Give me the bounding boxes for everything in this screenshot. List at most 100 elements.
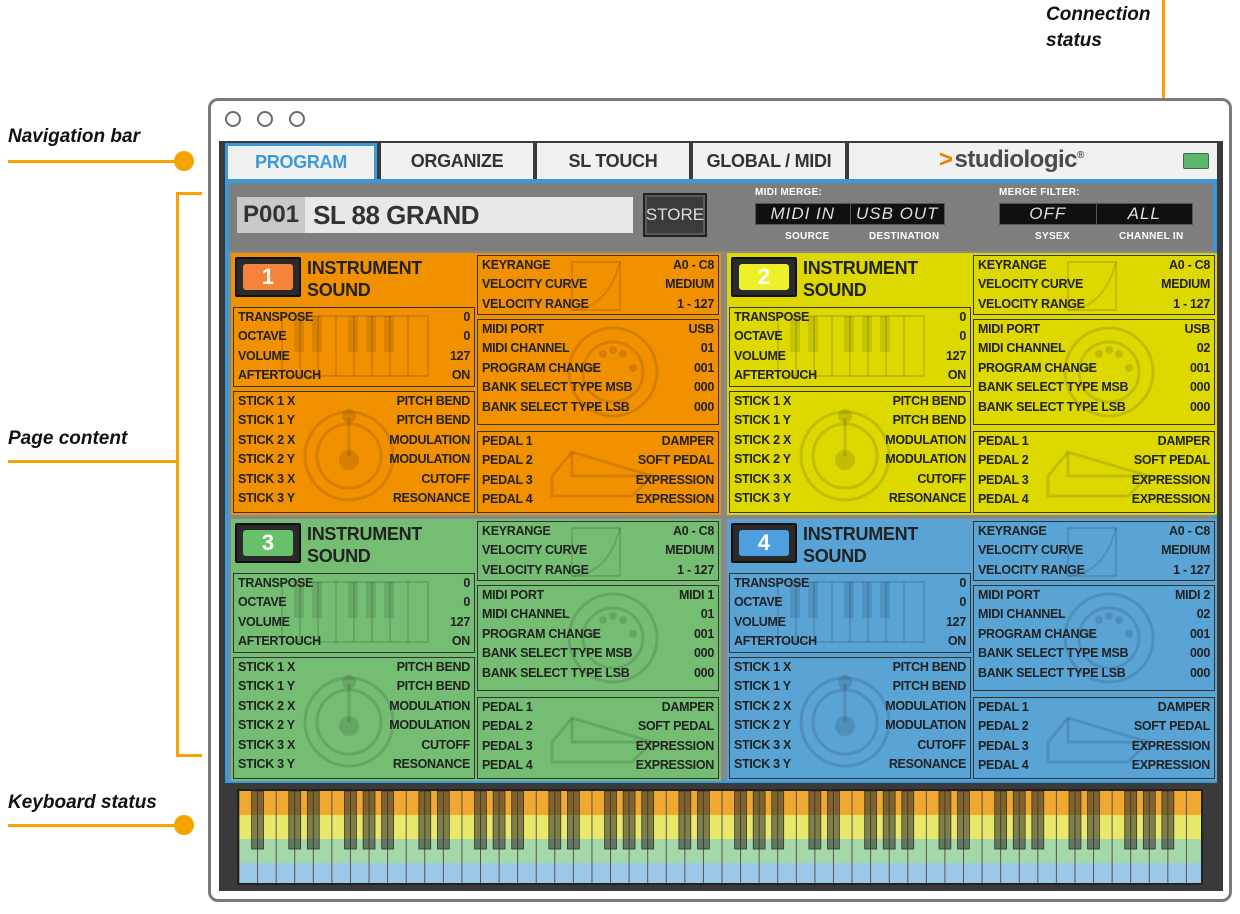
- param-row[interactable]: MIDI CHANNEL 02: [974, 339, 1214, 358]
- param-row[interactable]: STICK 1 X PITCH BEND: [730, 392, 970, 411]
- transpose-cell[interactable]: TRANSPOSE 0 OCTAVE 0 VOLUME 127 AFTERTOUCH O…: [729, 573, 971, 653]
- param-row[interactable]: STICK 2 Y MODULATION: [730, 716, 970, 735]
- param-row[interactable]: VOLUME 127: [730, 613, 970, 632]
- param-row[interactable]: PEDAL 1 DAMPER: [478, 432, 718, 451]
- param-row[interactable]: STICK 2 X MODULATION: [234, 697, 474, 716]
- param-row[interactable]: STICK 1 Y PITCH BEND: [234, 411, 474, 430]
- param-row[interactable]: MIDI PORT MIDI 1: [478, 586, 718, 605]
- param-row[interactable]: VELOCITY CURVE MEDIUM: [478, 275, 718, 294]
- param-row[interactable]: TRANSPOSE 0: [234, 308, 474, 327]
- param-row[interactable]: PROGRAM CHANGE 001: [974, 625, 1214, 644]
- tab-sl-touch[interactable]: SL TOUCH: [537, 143, 689, 179]
- pedals-cell[interactable]: PEDAL 1 DAMPER PEDAL 2 SOFT PEDAL PEDAL 3 E…: [477, 431, 719, 513]
- param-row[interactable]: STICK 2 Y MODULATION: [234, 450, 474, 469]
- param-row[interactable]: PEDAL 4 EXPRESSION: [478, 756, 718, 775]
- part-toggle-button[interactable]: 1: [235, 257, 301, 297]
- param-row[interactable]: STICK 2 X MODULATION: [730, 431, 970, 450]
- param-row[interactable]: STICK 1 X PITCH BEND: [730, 658, 970, 677]
- store-button[interactable]: STORE: [643, 193, 707, 237]
- param-row[interactable]: VOLUME 127: [730, 347, 970, 366]
- param-row[interactable]: KEYRANGE A0 - C8: [478, 256, 718, 275]
- param-row[interactable]: KEYRANGE A0 - C8: [974, 522, 1214, 541]
- param-row[interactable]: MIDI PORT MIDI 2: [974, 586, 1214, 605]
- param-row[interactable]: TRANSPOSE 0: [234, 574, 474, 593]
- sticks-cell[interactable]: STICK 1 X PITCH BEND STICK 1 Y PITCH BEND …: [233, 391, 475, 513]
- param-row[interactable]: PROGRAM CHANGE 001: [974, 359, 1214, 378]
- param-row[interactable]: PEDAL 4 EXPRESSION: [478, 490, 718, 509]
- transpose-cell[interactable]: TRANSPOSE 0 OCTAVE 0 VOLUME 127 AFTERTOUCH O…: [233, 573, 475, 653]
- merge-filter-display[interactable]: OFF ALL: [999, 203, 1193, 225]
- param-row[interactable]: OCTAVE 0: [234, 327, 474, 346]
- keyrange-cell[interactable]: KEYRANGE A0 - C8 VELOCITY CURVE MEDIUM VEL…: [477, 521, 719, 581]
- param-row[interactable]: STICK 3 Y RESONANCE: [234, 755, 474, 774]
- param-row[interactable]: BANK SELECT TYPE LSB 000: [478, 664, 718, 683]
- window-control-icon[interactable]: [225, 111, 241, 127]
- keyrange-cell[interactable]: KEYRANGE A0 - C8 VELOCITY CURVE MEDIUM VEL…: [973, 255, 1215, 315]
- param-row[interactable]: STICK 1 X PITCH BEND: [234, 658, 474, 677]
- sticks-cell[interactable]: STICK 1 X PITCH BEND STICK 1 Y PITCH BEND …: [233, 657, 475, 779]
- pedals-cell[interactable]: PEDAL 1 DAMPER PEDAL 2 SOFT PEDAL PEDAL 3 E…: [477, 697, 719, 779]
- param-row[interactable]: BANK SELECT TYPE MSB 000: [478, 644, 718, 663]
- param-row[interactable]: VELOCITY CURVE MEDIUM: [974, 275, 1214, 294]
- param-row[interactable]: PEDAL 2 SOFT PEDAL: [974, 717, 1214, 736]
- param-row[interactable]: PROGRAM CHANGE 001: [478, 625, 718, 644]
- sticks-cell[interactable]: STICK 1 X PITCH BEND STICK 1 Y PITCH BEND …: [729, 657, 971, 779]
- program-name-field[interactable]: P001 SL 88 GRAND: [237, 197, 633, 233]
- param-row[interactable]: STICK 3 Y RESONANCE: [234, 489, 474, 508]
- param-row[interactable]: STICK 3 X CUTOFF: [730, 470, 970, 489]
- param-row[interactable]: STICK 1 Y PITCH BEND: [730, 411, 970, 430]
- param-row[interactable]: KEYRANGE A0 - C8: [478, 522, 718, 541]
- sticks-cell[interactable]: STICK 1 X PITCH BEND STICK 1 Y PITCH BEND …: [729, 391, 971, 513]
- transpose-cell[interactable]: TRANSPOSE 0 OCTAVE 0 VOLUME 127 AFTERTOUCH O…: [233, 307, 475, 387]
- midi-port-cell[interactable]: MIDI PORT MIDI 1 MIDI CHANNEL 01 PROGRAM C…: [477, 585, 719, 691]
- param-row[interactable]: PEDAL 3 EXPRESSION: [478, 737, 718, 756]
- param-row[interactable]: BANK SELECT TYPE LSB 000: [478, 398, 718, 417]
- param-row[interactable]: BANK SELECT TYPE MSB 000: [974, 644, 1214, 663]
- transpose-cell[interactable]: TRANSPOSE 0 OCTAVE 0 VOLUME 127 AFTERTOUCH O…: [729, 307, 971, 387]
- param-row[interactable]: PEDAL 3 EXPRESSION: [974, 471, 1214, 490]
- midi-merge-display[interactable]: MIDI IN USB OUT: [755, 203, 945, 225]
- param-row[interactable]: MIDI PORT USB: [478, 320, 718, 339]
- param-row[interactable]: TRANSPOSE 0: [730, 308, 970, 327]
- param-row[interactable]: AFTERTOUCH ON: [234, 632, 474, 651]
- param-row[interactable]: STICK 1 Y PITCH BEND: [730, 677, 970, 696]
- keyrange-cell[interactable]: KEYRANGE A0 - C8 VELOCITY CURVE MEDIUM VEL…: [973, 521, 1215, 581]
- param-row[interactable]: PEDAL 2 SOFT PEDAL: [478, 451, 718, 470]
- param-row[interactable]: VOLUME 127: [234, 347, 474, 366]
- param-row[interactable]: PEDAL 4 EXPRESSION: [974, 490, 1214, 509]
- tab-organize[interactable]: ORGANIZE: [381, 143, 533, 179]
- param-row[interactable]: MIDI CHANNEL 02: [974, 605, 1214, 624]
- param-row[interactable]: PEDAL 1 DAMPER: [478, 698, 718, 717]
- param-row[interactable]: BANK SELECT TYPE LSB 000: [974, 398, 1214, 417]
- param-row[interactable]: AFTERTOUCH ON: [234, 366, 474, 385]
- part-toggle-button[interactable]: 4: [731, 523, 797, 563]
- param-row[interactable]: AFTERTOUCH ON: [730, 366, 970, 385]
- param-row[interactable]: STICK 3 Y RESONANCE: [730, 489, 970, 508]
- param-row[interactable]: VELOCITY CURVE MEDIUM: [478, 541, 718, 560]
- param-row[interactable]: STICK 3 X CUTOFF: [234, 470, 474, 489]
- midi-port-cell[interactable]: MIDI PORT MIDI 2 MIDI CHANNEL 02 PROGRAM C…: [973, 585, 1215, 691]
- param-row[interactable]: VELOCITY RANGE 1 - 127: [974, 295, 1214, 314]
- param-row[interactable]: PEDAL 1 DAMPER: [974, 698, 1214, 717]
- midi-port-cell[interactable]: MIDI PORT USB MIDI CHANNEL 01 PROGRAM CHAN…: [477, 319, 719, 425]
- param-row[interactable]: PEDAL 3 EXPRESSION: [478, 471, 718, 490]
- param-row[interactable]: KEYRANGE A0 - C8: [974, 256, 1214, 275]
- param-row[interactable]: PEDAL 4 EXPRESSION: [974, 756, 1214, 775]
- midi-port-cell[interactable]: MIDI PORT USB MIDI CHANNEL 02 PROGRAM CHAN…: [973, 319, 1215, 425]
- param-row[interactable]: BANK SELECT TYPE LSB 000: [974, 664, 1214, 683]
- param-row[interactable]: STICK 3 X CUTOFF: [234, 736, 474, 755]
- param-row[interactable]: MIDI CHANNEL 01: [478, 605, 718, 624]
- param-row[interactable]: VELOCITY RANGE 1 - 127: [974, 561, 1214, 580]
- keyrange-cell[interactable]: KEYRANGE A0 - C8 VELOCITY CURVE MEDIUM VEL…: [477, 255, 719, 315]
- param-row[interactable]: STICK 3 Y RESONANCE: [730, 755, 970, 774]
- param-row[interactable]: OCTAVE 0: [730, 327, 970, 346]
- param-row[interactable]: STICK 3 X CUTOFF: [730, 736, 970, 755]
- param-row[interactable]: PEDAL 1 DAMPER: [974, 432, 1214, 451]
- param-row[interactable]: BANK SELECT TYPE MSB 000: [478, 378, 718, 397]
- param-row[interactable]: STICK 2 Y MODULATION: [234, 716, 474, 735]
- param-row[interactable]: STICK 2 X MODULATION: [234, 431, 474, 450]
- tab-global-midi[interactable]: GLOBAL / MIDI: [693, 143, 845, 179]
- part-toggle-button[interactable]: 3: [235, 523, 301, 563]
- part-toggle-button[interactable]: 2: [731, 257, 797, 297]
- param-row[interactable]: PROGRAM CHANGE 001: [478, 359, 718, 378]
